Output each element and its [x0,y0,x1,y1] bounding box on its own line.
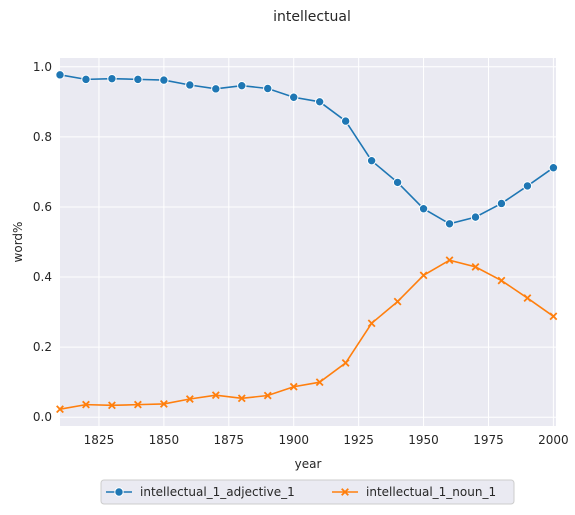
data-point [523,182,531,190]
y-tick-label: 0.8 [33,130,52,144]
data-point [212,85,220,93]
y-tick-label: 0.0 [33,410,52,424]
chart-title: intellectual [273,9,351,25]
data-point [445,220,453,228]
data-point [471,213,479,221]
legend-label: intellectual_1_noun_1 [366,485,496,499]
x-tick-label: 1975 [473,433,504,447]
x-tick-label: 1950 [408,433,439,447]
legend: intellectual_1_adjective_1 intellectual_1… [101,480,514,504]
x-axis-label: year [295,457,322,471]
x-tick-label: 1925 [343,433,374,447]
data-point [549,163,557,171]
data-point [56,71,64,79]
data-point [315,98,323,106]
y-tick-label: 0.4 [33,270,52,284]
data-point [341,117,349,125]
legend-label: intellectual_1_adjective_1 [140,485,295,499]
legend-marker [115,488,123,496]
y-axis-label: word% [11,222,25,263]
y-tick-label: 0.2 [33,340,52,354]
data-point [160,76,168,84]
x-tick-label: 1900 [278,433,309,447]
x-tick-label: 1850 [149,433,180,447]
data-point [497,199,505,207]
x-tick-label: 1875 [214,433,245,447]
data-point [367,156,375,164]
plot-area [60,58,556,426]
data-point [264,84,272,92]
y-tick-label: 1.0 [33,60,52,74]
data-point [82,75,90,83]
data-point [108,74,116,82]
y-tick-label: 0.6 [33,200,52,214]
data-point [238,81,246,89]
data-point [186,81,194,89]
data-point [393,178,401,186]
x-tick-label: 1825 [84,433,115,447]
data-point [419,205,427,213]
data-point [134,75,142,83]
x-tick-label: 2000 [538,433,569,447]
data-point [290,93,298,101]
